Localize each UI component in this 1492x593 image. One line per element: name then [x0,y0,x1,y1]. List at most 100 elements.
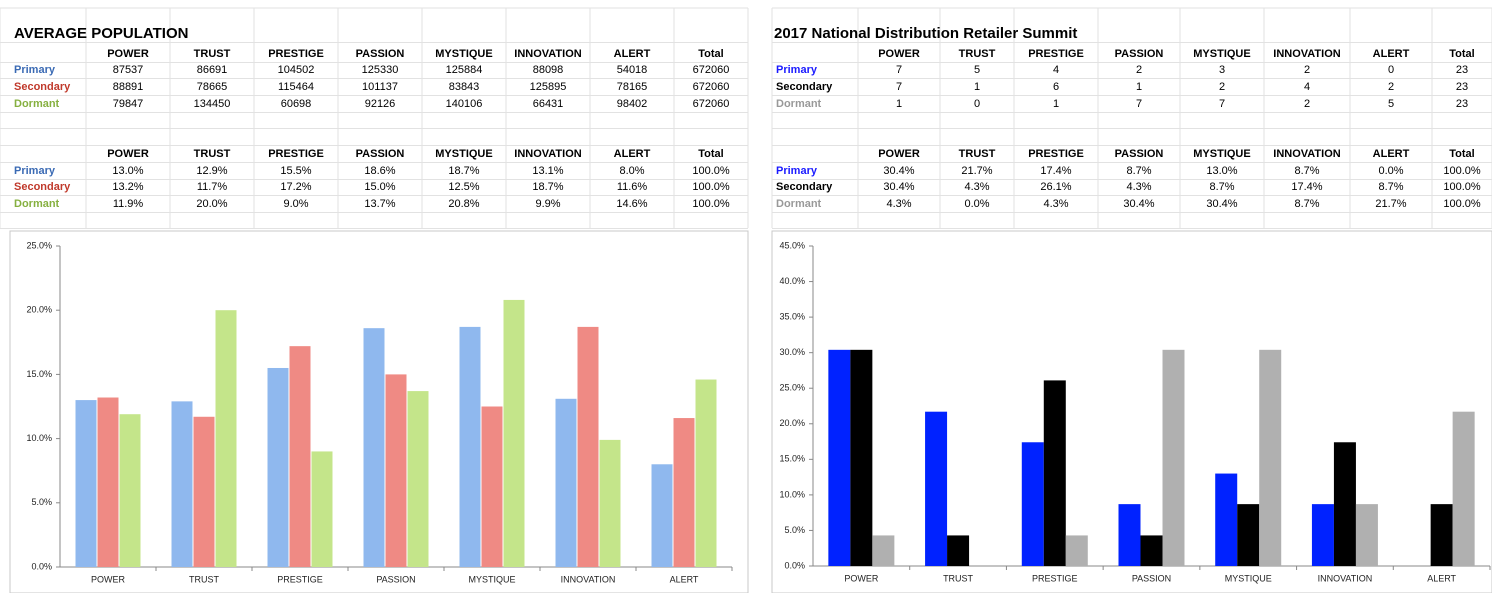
bar [1065,535,1088,566]
bar [1021,442,1044,566]
cell-value: 4 [1304,81,1310,93]
y-tick-label: 40.0% [779,276,805,286]
bar [171,401,193,567]
cell-value: 17.4% [1291,181,1322,193]
column-header: ALERT [614,48,651,60]
cell-value: 5 [1388,98,1394,110]
cell-value: 134450 [194,98,231,110]
y-tick-label: 45.0% [779,240,805,250]
cell-value: 4 [1053,64,1059,76]
x-tick-label: MYSTIQUE [1225,573,1272,583]
bar [599,439,621,567]
cell-value: 17.4% [1040,165,1071,177]
y-tick-label: 30.0% [779,347,805,357]
x-tick-label: PRESTIGE [1032,573,1078,583]
cell-value: 7 [1219,98,1225,110]
cell-value: 672060 [693,98,730,110]
cell-value: 88891 [113,81,144,93]
cell-value: 1 [1136,81,1142,93]
cell-value: 13.7% [364,198,395,210]
bar [75,400,97,567]
x-tick-label: ALERT [670,574,699,584]
y-tick-label: 15.0% [26,369,52,379]
column-header: TRUST [194,48,231,60]
x-tick-label: PASSION [376,574,415,584]
cell-value: 2 [1219,81,1225,93]
x-tick-label: POWER [844,573,879,583]
y-tick-label: 20.0% [779,418,805,428]
row-label: Dormant [14,198,60,210]
y-tick-label: 10.0% [26,433,52,443]
cell-value: 20.0% [196,198,227,210]
cell-value: 100.0% [1443,165,1481,177]
cell-value: 30.4% [883,165,914,177]
bar [651,464,673,567]
bar [1237,504,1260,566]
cell-value: 13.0% [1206,165,1237,177]
cell-value: 13.0% [112,165,143,177]
cell-value: 20.8% [448,198,479,210]
cell-value: 2 [1388,81,1394,93]
cell-value: 1 [896,98,902,110]
bar [828,349,851,566]
bar [1043,380,1066,566]
column-header: POWER [878,148,920,160]
cell-value: 8.7% [1294,165,1319,177]
row-label: Secondary [776,181,833,193]
y-tick-label: 25.0% [779,383,805,393]
cell-value: 11.7% [197,181,228,193]
cell-value: 5 [974,64,980,76]
cell-value: 8.7% [1126,165,1151,177]
y-tick-label: 15.0% [779,454,805,464]
cell-value: 3 [1219,64,1225,76]
cell-value: 1 [974,81,980,93]
cell-value: 0 [1388,64,1394,76]
y-tick-label: 5.0% [31,497,52,507]
cell-value: 83843 [449,81,480,93]
cell-value: 88098 [533,64,564,76]
bar [555,398,577,567]
cell-value: 4.3% [886,198,911,210]
bar [385,374,407,567]
cell-value: 4.3% [964,181,989,193]
bar [407,391,429,567]
column-header: INNOVATION [514,148,581,160]
x-tick-label: ALERT [1427,573,1456,583]
cell-value: 2 [1136,64,1142,76]
cell-value: 4.3% [1043,198,1068,210]
bar [267,367,289,567]
y-tick-label: 5.0% [784,525,805,535]
column-header: PASSION [356,148,405,160]
column-header: TRUST [194,148,231,160]
cell-value: 11.9% [113,198,144,210]
cell-value: 100.0% [692,165,730,177]
cell-value: 9.9% [535,198,560,210]
x-tick-label: TRUST [943,573,973,583]
table-title: 2017 National Distribution Retailer Summ… [774,25,1077,42]
cell-value: 2 [1304,64,1310,76]
bar [925,411,948,566]
bar [459,326,481,567]
cell-value: 30.4% [1206,198,1237,210]
cell-value: 7 [896,64,902,76]
bar [311,451,333,567]
cell-value: 92126 [365,98,396,110]
bar [1355,504,1378,566]
column-header: MYSTIQUE [435,48,492,60]
x-tick-label: MYSTIQUE [468,574,515,584]
column-header: PRESTIGE [268,148,324,160]
cell-value: 2 [1304,98,1310,110]
row-label: Primary [776,64,818,76]
cell-value: 12.5% [448,181,479,193]
cell-value: 30.4% [883,181,914,193]
cell-value: 13.1% [532,165,563,177]
cell-value: 8.7% [1209,181,1234,193]
bar [1333,442,1356,566]
row-label: Primary [14,64,56,76]
cell-value: 1 [1053,98,1059,110]
cell-value: 0.0% [964,198,989,210]
cell-value: 101137 [362,81,398,93]
y-tick-label: 0.0% [784,560,805,570]
cell-value: 100.0% [692,198,730,210]
cell-value: 100.0% [692,181,730,193]
